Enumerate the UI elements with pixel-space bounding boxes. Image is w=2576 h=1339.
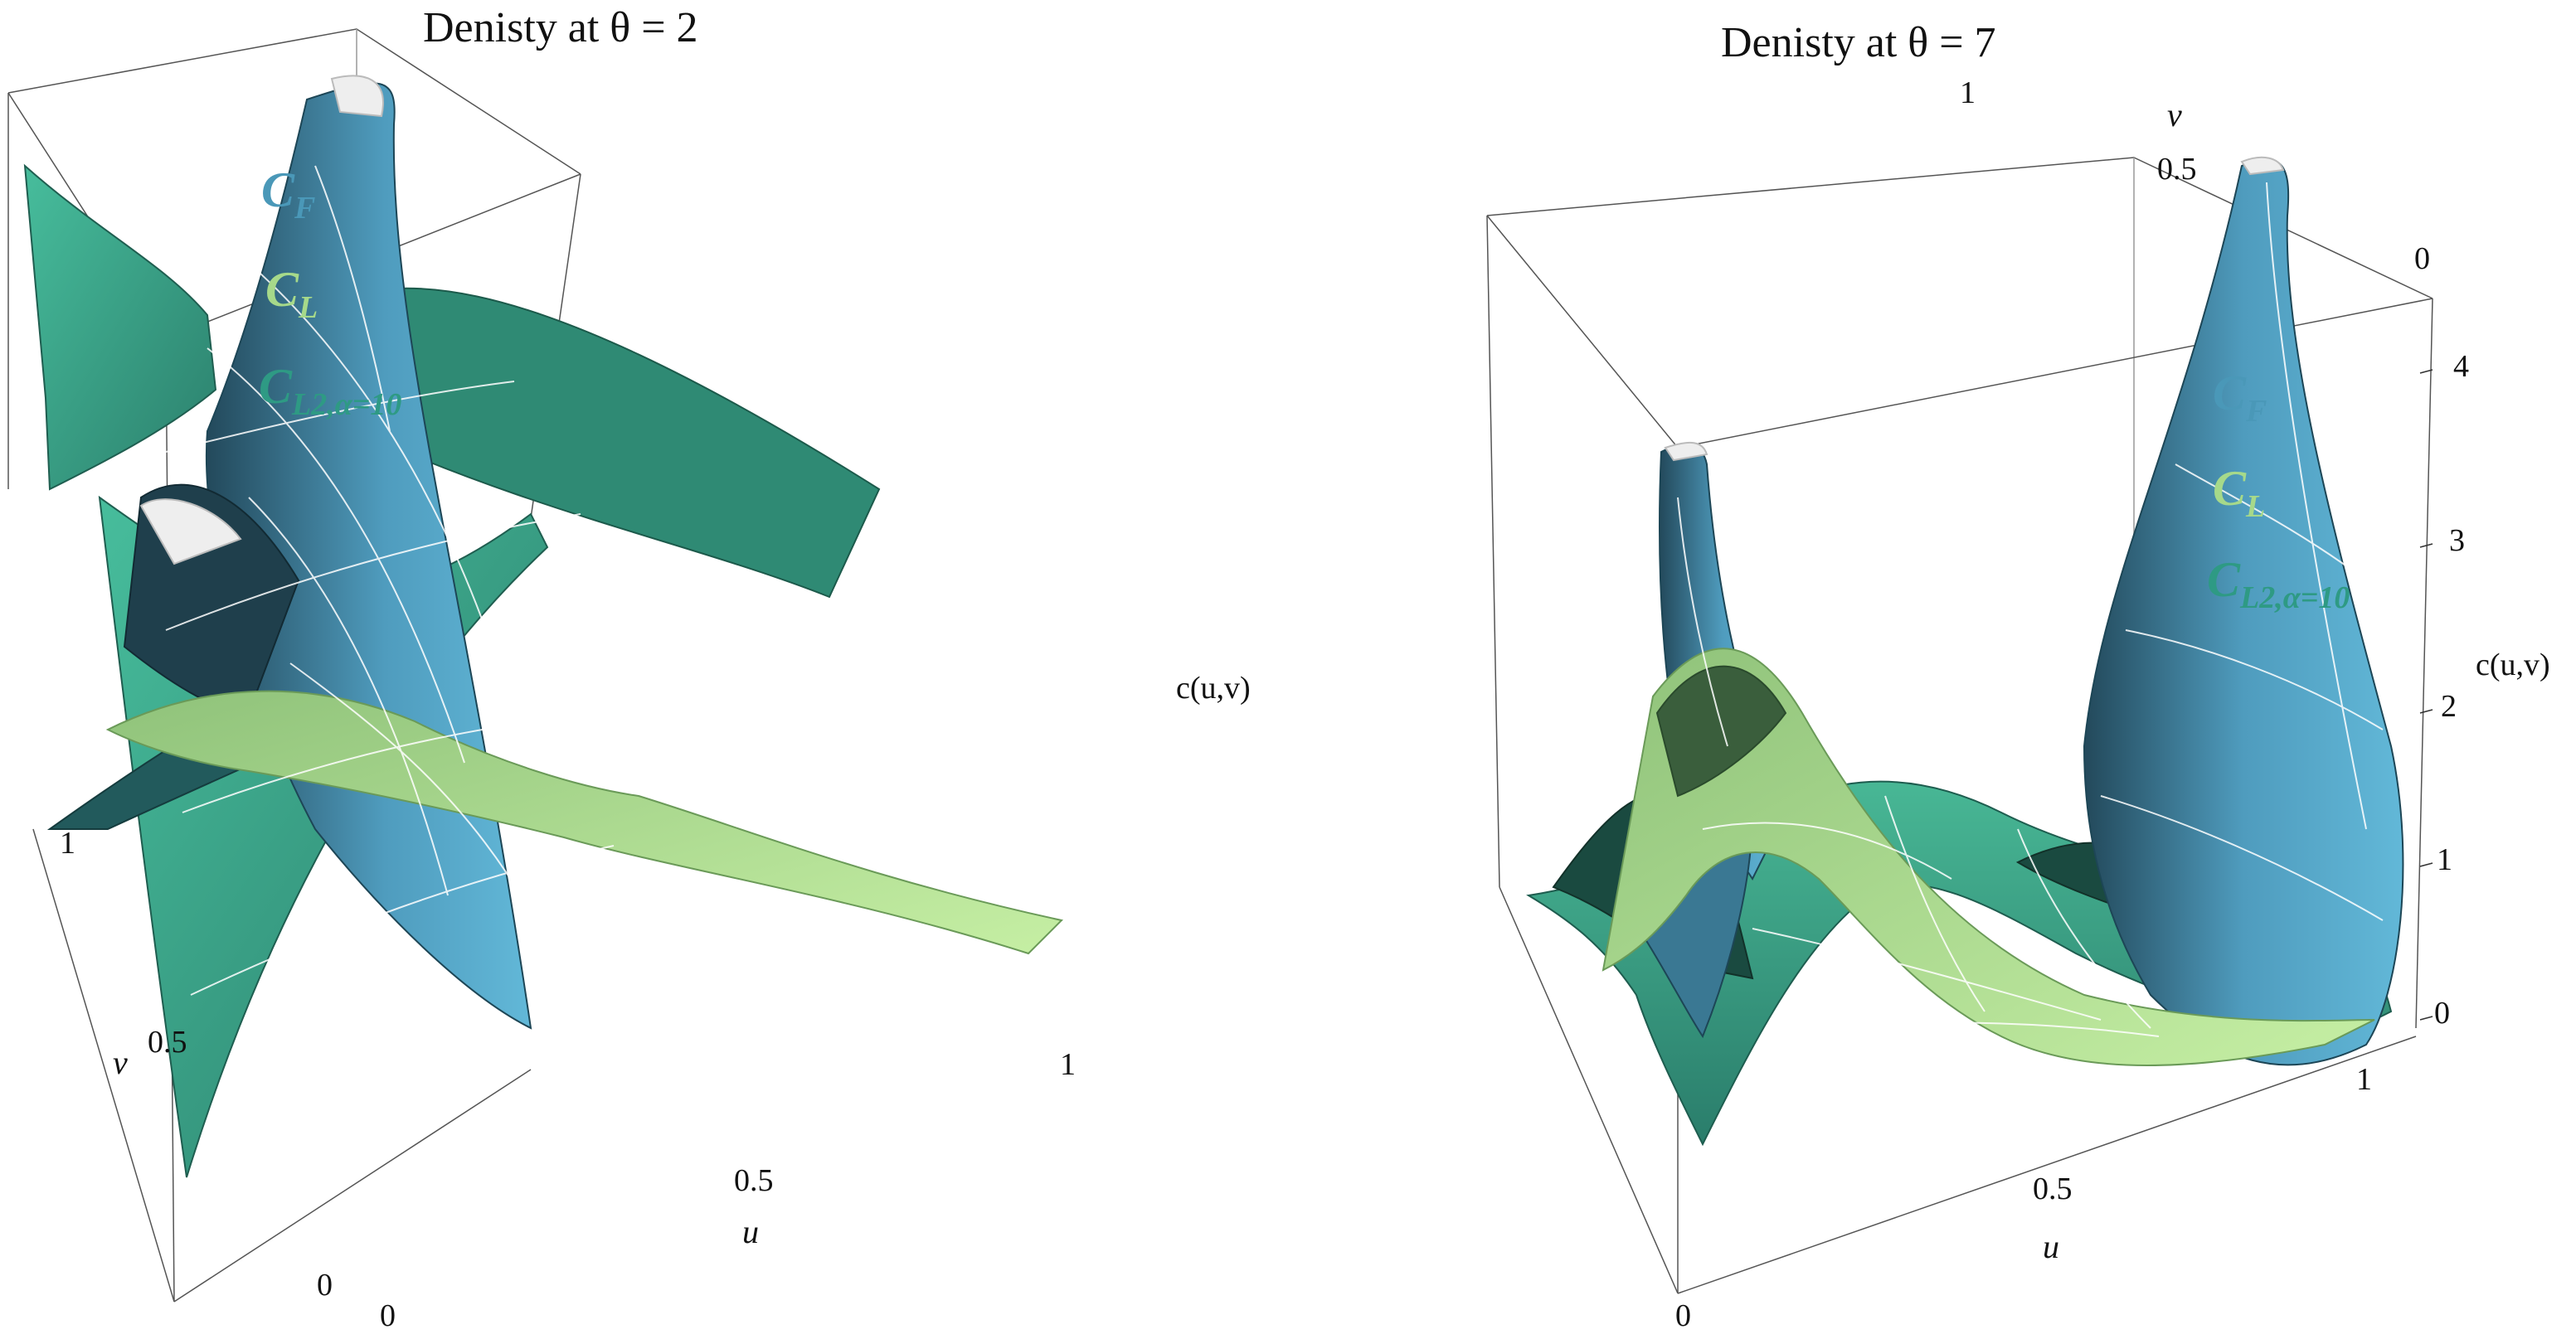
legend-subscript: L bbox=[2246, 489, 2266, 524]
legend-label: C bbox=[259, 359, 293, 414]
z-tick-0: 0 bbox=[2434, 996, 2450, 1031]
z-axis-label: c(u,v) bbox=[1176, 671, 1251, 706]
legend-subscript: L2,α=10 bbox=[2240, 580, 2350, 615]
v-tick-1: 1 bbox=[1960, 75, 1976, 110]
plot-area-theta-2 bbox=[7, 28, 1064, 1303]
u-axis-label: u bbox=[742, 1213, 759, 1250]
u-tick-0: 0 bbox=[380, 1298, 396, 1333]
legend-subscript: F bbox=[294, 191, 316, 226]
chart-panel-theta-2: Denisty at θ = 2 CF CL CL2,α=10 c(u,v) 1… bbox=[7, 4, 1251, 1333]
surface-CL bbox=[1601, 648, 2375, 1066]
chart-panel-theta-7: Denisty at θ = 7 CF CL CL2,α=10 1 v 0.5 … bbox=[1288, 0, 2576, 1339]
z-tick-4: 4 bbox=[2453, 349, 2469, 384]
legend-label: C bbox=[265, 262, 299, 317]
v-tick-0: 0 bbox=[317, 1268, 333, 1303]
z-axis-label: c(u,v) bbox=[2476, 648, 2550, 682]
z-tick-3: 3 bbox=[2449, 523, 2465, 558]
v-tick-0: 0 bbox=[2414, 241, 2430, 276]
legend-subscript: L bbox=[299, 290, 318, 325]
legend-item-CL2: CL2,α=10 bbox=[2207, 551, 2350, 616]
u-tick-1: 1 bbox=[1060, 1047, 1076, 1082]
mesh-lines bbox=[115, 165, 913, 996]
legend-label: C bbox=[2213, 461, 2247, 516]
chart-title: Denisty at θ = 7 bbox=[1721, 19, 1996, 66]
legend-item-CF: CF bbox=[2213, 365, 2267, 429]
legend-subscript: L2,α=10 bbox=[292, 387, 402, 422]
surface-CL bbox=[105, 690, 1064, 955]
u-tick-1: 1 bbox=[2356, 1062, 2372, 1097]
legend-item-CL2: CL2,α=10 bbox=[259, 358, 401, 423]
v-tick-1: 1 bbox=[60, 826, 75, 861]
legend-label: C bbox=[261, 163, 295, 217]
u-tick-0.5: 0.5 bbox=[2033, 1172, 2073, 1206]
v-tick-0.5: 0.5 bbox=[2157, 152, 2197, 187]
legend-item-CL: CL bbox=[2213, 460, 2265, 525]
legend-label: C bbox=[2207, 552, 2241, 607]
u-tick-0: 0 bbox=[1675, 1298, 1691, 1333]
legend-subscript: F bbox=[2246, 394, 2267, 429]
v-axis-label: v bbox=[113, 1044, 128, 1081]
legend-item-CL: CL bbox=[265, 261, 318, 326]
chart-title: Denisty at θ = 2 bbox=[423, 4, 698, 51]
v-tick-0.5: 0.5 bbox=[148, 1025, 187, 1060]
legend-item-CF: CF bbox=[261, 162, 315, 226]
u-tick-0.5: 0.5 bbox=[734, 1163, 774, 1198]
z-axis-tick-marks bbox=[2419, 369, 2433, 1021]
v-axis-label: v bbox=[2167, 96, 2182, 133]
mesh-lines bbox=[1677, 182, 2384, 1037]
plot-area-theta-7 bbox=[1486, 156, 2433, 1294]
z-tick-1: 1 bbox=[2437, 842, 2452, 877]
u-axis-label: u bbox=[2043, 1228, 2059, 1265]
legend-label: C bbox=[2213, 366, 2247, 420]
z-tick-2: 2 bbox=[2441, 689, 2457, 724]
